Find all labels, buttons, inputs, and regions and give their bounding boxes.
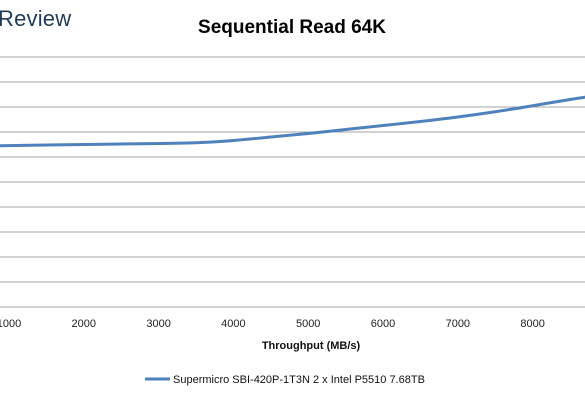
x-tick-label: 5000 bbox=[296, 318, 320, 330]
x-tick-label: 3000 bbox=[146, 318, 170, 330]
x-tick-label: 2000 bbox=[72, 318, 96, 330]
chart-title: Sequential Read 64K bbox=[198, 17, 386, 38]
review-logo-text: Review bbox=[0, 6, 71, 31]
x-tick-label: 1000 bbox=[0, 318, 21, 330]
x-tick-label: 6000 bbox=[371, 318, 395, 330]
legend: Supermicro SBI-420P-1T3N 2 x Intel P5510… bbox=[145, 374, 425, 386]
gridlines bbox=[0, 56, 585, 308]
x-tick-label: 4000 bbox=[221, 318, 245, 330]
legend-label: Supermicro SBI-420P-1T3N 2 x Intel P5510… bbox=[173, 374, 425, 386]
series-lines bbox=[0, 95, 585, 148]
series-line bbox=[0, 95, 585, 148]
x-axis-label: Throughput (MB/s) bbox=[262, 340, 361, 352]
x-tick-label: 8000 bbox=[520, 318, 544, 330]
x-tick-labels: 1000 2000 3000 4000 5000 6000 7000 8000 bbox=[0, 318, 545, 330]
x-tick-label: 7000 bbox=[446, 318, 470, 330]
